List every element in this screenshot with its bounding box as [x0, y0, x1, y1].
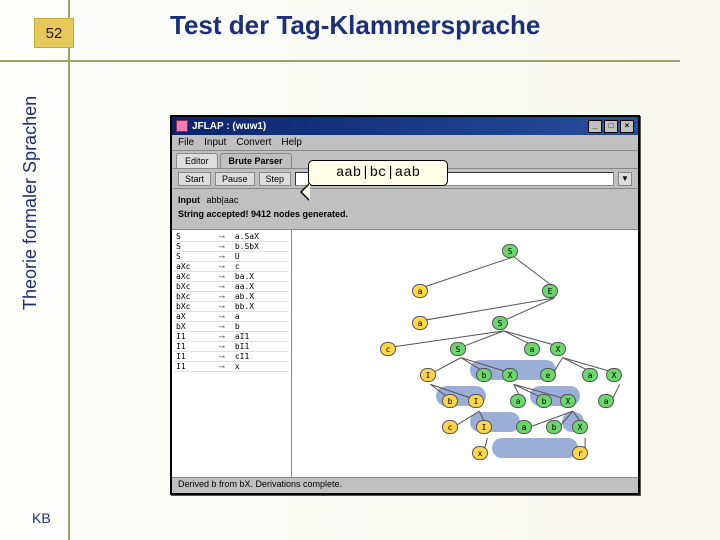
- close-button[interactable]: ×: [620, 120, 634, 133]
- toolbar-dropdown[interactable]: ▼: [618, 172, 632, 186]
- tree-node[interactable]: a: [524, 342, 540, 356]
- vertical-label: Theorie formaler Sprachen: [20, 96, 41, 310]
- menu-convert[interactable]: Convert: [236, 137, 271, 148]
- tree-node[interactable]: S: [450, 342, 466, 356]
- tree-node[interactable]: X: [560, 394, 576, 408]
- tree-node[interactable]: a: [598, 394, 614, 408]
- step-button[interactable]: Step: [259, 172, 292, 186]
- grammar-row[interactable]: S⟶b.SbX: [174, 242, 289, 252]
- minimize-button[interactable]: _: [588, 120, 602, 133]
- pause-button[interactable]: Pause: [215, 172, 255, 186]
- app-icon: [176, 120, 188, 132]
- tree-node[interactable]: X: [502, 368, 518, 382]
- tree-node[interactable]: a: [510, 394, 526, 408]
- tree-node[interactable]: e: [540, 368, 556, 382]
- author-label: KB: [32, 510, 51, 526]
- tree-node[interactable]: a: [516, 420, 532, 434]
- tree-node[interactable]: a: [412, 284, 428, 298]
- maximize-button[interactable]: □: [604, 120, 618, 133]
- tree-node[interactable]: X: [606, 368, 622, 382]
- tab-editor[interactable]: Editor: [176, 153, 218, 168]
- tree-node[interactable]: I: [468, 394, 484, 408]
- tree-node[interactable]: a: [582, 368, 598, 382]
- grammar-row[interactable]: aXc⟶ba.X: [174, 272, 289, 282]
- window-titlebar[interactable]: JFLAP : (wuw1) _ □ ×: [172, 117, 638, 135]
- window-title: JFLAP : (wuw1): [192, 121, 586, 132]
- vertical-rule: [68, 0, 70, 540]
- menu-file[interactable]: File: [178, 137, 194, 148]
- tree-node[interactable]: b: [476, 368, 492, 382]
- tree-node[interactable]: b: [546, 420, 562, 434]
- input-value: abb|aac: [207, 195, 239, 205]
- tree-node[interactable]: a: [412, 316, 428, 330]
- grammar-row[interactable]: S⟶a.SaX: [174, 232, 289, 242]
- accept-status: String accepted! 9412 nodes generated.: [178, 209, 632, 219]
- grammar-row[interactable]: bXc⟶bb.X: [174, 302, 289, 312]
- grammar-row[interactable]: aXc⟶c: [174, 262, 289, 272]
- grammar-row[interactable]: bXc⟶aa.X: [174, 282, 289, 292]
- grammar-row[interactable]: I1⟶aI1: [174, 332, 289, 342]
- tree-node[interactable]: I: [476, 420, 492, 434]
- start-button[interactable]: Start: [178, 172, 211, 186]
- callout-text: aab|bc|aab: [336, 165, 420, 181]
- slide-number: 52: [34, 18, 74, 48]
- slide-title: Test der Tag-Klammersprache: [170, 10, 540, 41]
- grammar-row[interactable]: I1⟶bI1: [174, 342, 289, 352]
- grammar-row[interactable]: aX⟶a: [174, 312, 289, 322]
- callout-bubble: aab|bc|aab: [308, 160, 448, 186]
- tree-node[interactable]: c: [442, 420, 458, 434]
- tree-node[interactable]: X: [550, 342, 566, 356]
- tree-node[interactable]: X: [572, 420, 588, 434]
- input-label: Input: [178, 195, 200, 205]
- grammar-row[interactable]: bXc⟶ab.X: [174, 292, 289, 302]
- tree-node[interactable]: E: [542, 284, 558, 298]
- menubar: File Input Convert Help: [172, 135, 638, 151]
- slide: 52 Test der Tag-Klammersprache Theorie f…: [0, 0, 720, 540]
- grammar-row[interactable]: I1⟶cI1: [174, 352, 289, 362]
- bottom-status: Derived b from bX. Derivations complete.: [172, 477, 638, 493]
- tree-node[interactable]: I: [420, 368, 436, 382]
- tree-node[interactable]: x: [472, 446, 488, 460]
- tree-node[interactable]: c: [380, 342, 396, 356]
- horizontal-rule: [0, 60, 680, 62]
- content-area: S⟶a.SaXS⟶b.SbXS⟶UaXc⟶caXc⟶ba.XbXc⟶aa.XbX…: [172, 230, 638, 477]
- grammar-row[interactable]: bX⟶b: [174, 322, 289, 332]
- tree-node[interactable]: b: [536, 394, 552, 408]
- tree-node[interactable]: S: [492, 316, 508, 330]
- tree-node[interactable]: b: [442, 394, 458, 408]
- tree-pane[interactable]: SaEaScSaXIbXeaXbIabXacIabXxr: [292, 230, 638, 477]
- menu-input[interactable]: Input: [204, 137, 226, 148]
- menu-help[interactable]: Help: [281, 137, 302, 148]
- tab-brute-parser[interactable]: Brute Parser: [220, 153, 292, 168]
- status-area: Input abb|aac String accepted! 9412 node…: [172, 189, 638, 230]
- grammar-row[interactable]: I1⟶x: [174, 362, 289, 372]
- grammar-row[interactable]: S⟶U: [174, 252, 289, 262]
- tree-node[interactable]: r: [572, 446, 588, 460]
- grammar-pane[interactable]: S⟶a.SaXS⟶b.SbXS⟶UaXc⟶caXc⟶ba.XbXc⟶aa.XbX…: [172, 230, 292, 477]
- tree-node[interactable]: S: [502, 244, 518, 258]
